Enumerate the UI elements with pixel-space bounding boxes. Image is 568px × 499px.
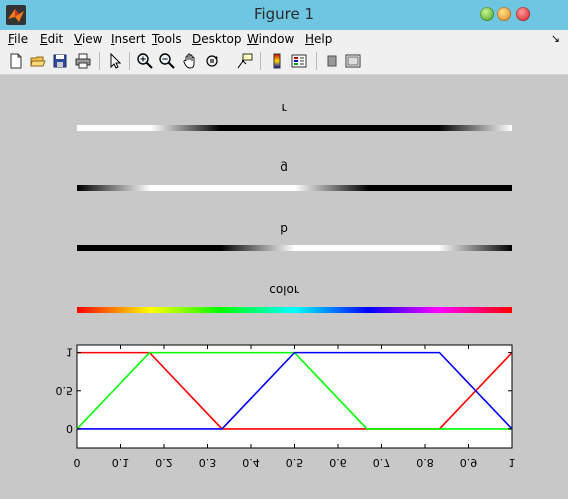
menu-edit[interactable]: Edit — [40, 32, 64, 46]
y-tick-label: 1 — [66, 346, 73, 359]
x-tick-label: 0 — [74, 456, 81, 469]
new-file-icon — [10, 53, 22, 69]
insert-legend-button[interactable] — [290, 52, 308, 70]
menu-window[interactable]: Window — [247, 32, 295, 46]
matlab-logo-icon — [6, 5, 26, 25]
y-tick-label: 0.5 — [56, 384, 74, 397]
x-tick-label: 0.3 — [199, 456, 217, 469]
printer-icon — [75, 53, 91, 69]
toolbar-separator — [129, 52, 130, 70]
series-line-2 — [77, 351, 513, 430]
new-figure-button[interactable] — [7, 52, 25, 70]
hide-plot-tools-button[interactable] — [323, 52, 341, 70]
zoom-out-button[interactable] — [158, 52, 176, 70]
pan-button[interactable] — [181, 52, 199, 70]
y-tick-label: 0 — [66, 422, 73, 435]
legend-icon — [291, 54, 307, 68]
menu-bar: File Edit View Insert Tools Desktop Wind… — [0, 30, 568, 49]
x-tick-label: 1 — [509, 456, 516, 469]
dock-figure-icon[interactable]: ↘ — [550, 32, 560, 45]
data-cursor-icon — [237, 53, 253, 69]
edit-plot-button[interactable] — [106, 52, 124, 70]
g-channel-strip — [77, 185, 512, 191]
arrow-pointer-icon — [110, 52, 122, 69]
rgb-line-plot[interactable]: 0 0.1 0.2 0.3 0.4 0.5 0.6 0.7 0.8 0.9 1 0 0.5 1 — [0, 75, 568, 499]
insert-colorbar-button[interactable] — [268, 52, 286, 70]
window-title: Figure 1 — [253, 5, 315, 23]
plot-series-layer — [76, 351, 513, 430]
print-figure-button[interactable] — [74, 52, 92, 70]
hide-tools-icon — [327, 55, 337, 67]
figure-canvas[interactable]: r g b color 0 0.1 0.2 0.3 0.4 0.5 0.6 0.7 0.8 0.9… — [0, 75, 568, 499]
minimize-button[interactable] — [480, 7, 494, 21]
show-tools-icon — [345, 54, 361, 68]
b-channel-strip — [77, 245, 512, 251]
colorbar-icon — [273, 53, 281, 69]
menu-view[interactable]: View — [74, 32, 103, 46]
plot-axes-background — [76, 344, 513, 449]
x-tick-label: 0.9 — [460, 456, 478, 469]
figure-toolbar — [0, 49, 568, 75]
rotate-3d-button[interactable] — [203, 52, 221, 70]
data-cursor-button[interactable] — [236, 52, 254, 70]
r-channel-strip — [77, 125, 512, 131]
x-tick-label: 0.5 — [286, 456, 304, 469]
hand-icon — [183, 53, 195, 69]
plot-tick-layer: 0 0.1 0.2 0.3 0.4 0.5 0.6 0.7 0.8 0.9 1 0 0.5 1 — [56, 345, 516, 469]
show-plot-tools-button[interactable] — [344, 52, 362, 70]
save-figure-button[interactable] — [51, 52, 69, 70]
x-tick-label: 0.8 — [416, 456, 434, 469]
rotate-icon — [206, 55, 218, 67]
x-tick-label: 0.6 — [329, 456, 347, 469]
menu-help[interactable]: Help — [305, 32, 333, 46]
save-disk-icon — [53, 54, 67, 68]
x-tick-label: 0.2 — [155, 456, 173, 469]
maximize-button[interactable] — [497, 7, 511, 21]
hsv-color-strip — [77, 307, 512, 313]
toolbar-separator — [99, 52, 100, 70]
zoom-out-icon — [159, 53, 175, 69]
toolbar-separator — [316, 52, 317, 70]
zoom-in-icon — [137, 53, 153, 69]
x-tick-label: 0.4 — [242, 456, 260, 469]
open-file-button[interactable] — [29, 52, 47, 70]
menu-desktop[interactable]: Desktop — [192, 32, 242, 46]
x-tick-label: 0.1 — [112, 456, 130, 469]
open-folder-icon — [30, 56, 46, 67]
zoom-in-button[interactable] — [136, 52, 154, 70]
title-bar[interactable]: Figure 1 — [0, 0, 568, 30]
menu-tools[interactable]: Tools — [152, 32, 182, 46]
x-tick-label: 0.7 — [373, 456, 391, 469]
toolbar-separator — [260, 52, 261, 70]
menu-file[interactable]: File — [8, 32, 29, 46]
close-button[interactable] — [516, 7, 530, 21]
menu-insert[interactable]: Insert — [111, 32, 146, 46]
